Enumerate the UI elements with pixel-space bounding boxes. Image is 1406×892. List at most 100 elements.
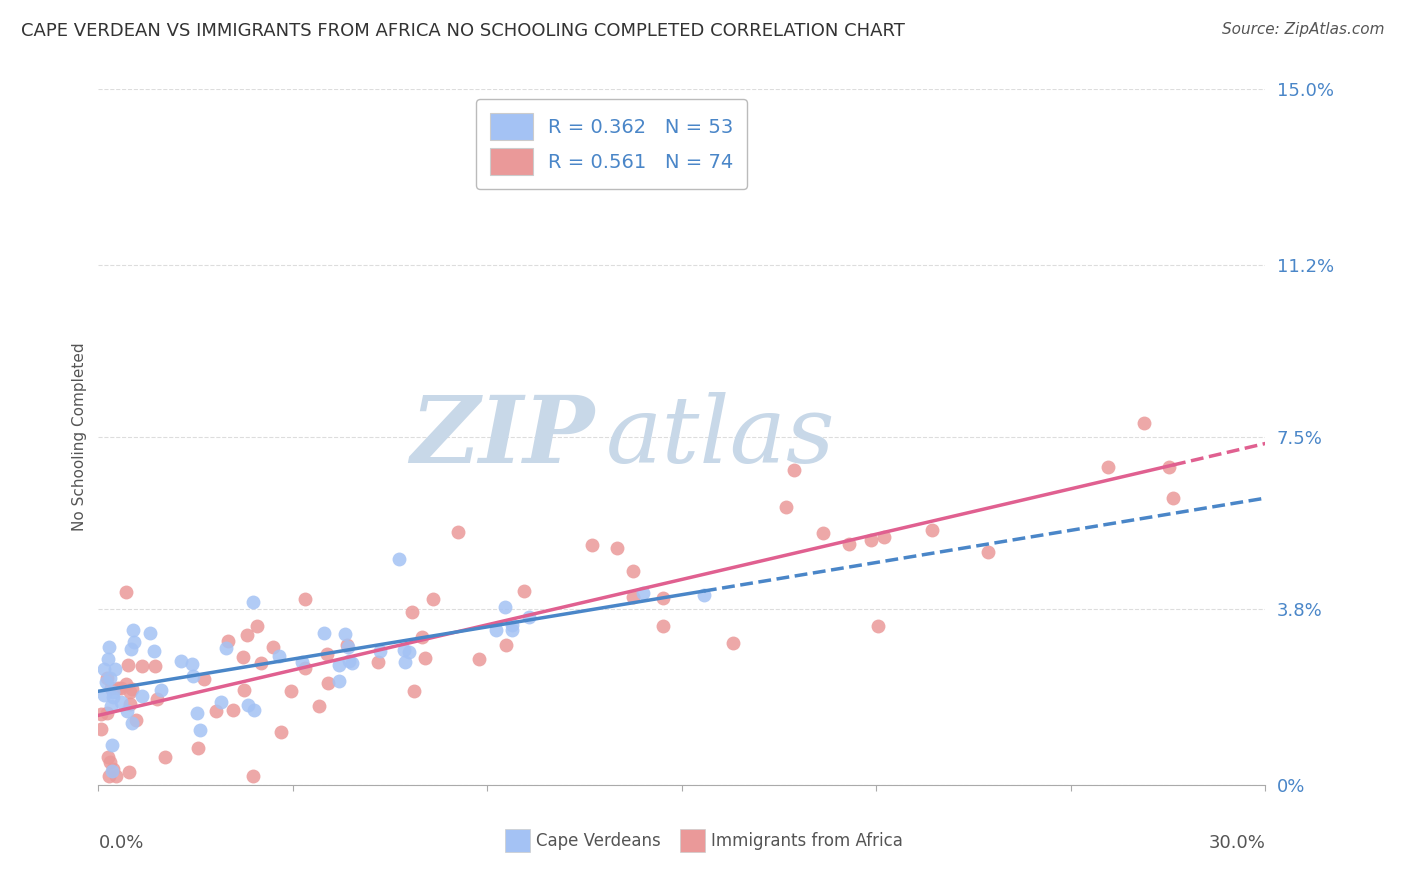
Point [402, 684, 425, 698]
Point [149, 683, 172, 698]
Point [328, 658, 350, 673]
Point [142, 644, 165, 658]
Point [104, 662, 127, 676]
Point [606, 541, 628, 555]
Point [98, 671, 121, 685]
Point [93, 689, 115, 703]
Point [233, 683, 256, 698]
Point [118, 765, 141, 780]
Point [513, 583, 536, 598]
Point [101, 690, 124, 705]
Point [468, 652, 491, 666]
Text: 0.0%: 0.0% [98, 834, 143, 852]
Point [1161, 491, 1184, 505]
Point [337, 640, 360, 655]
Point [921, 523, 943, 537]
Point [269, 649, 291, 664]
Point [90, 723, 112, 737]
Point [131, 658, 153, 673]
Point [291, 656, 314, 670]
Point [250, 657, 273, 671]
Point [312, 625, 335, 640]
Point [368, 644, 391, 658]
Point [124, 634, 146, 648]
Point [100, 681, 122, 695]
Point [308, 699, 330, 714]
Point [517, 610, 540, 624]
Point [652, 618, 675, 632]
Point [205, 705, 228, 719]
Point [337, 654, 360, 668]
Point [621, 564, 644, 578]
Point [104, 769, 127, 783]
Point [93, 662, 115, 676]
Point [243, 703, 266, 717]
Point [262, 640, 284, 654]
Point [838, 536, 860, 550]
Point [186, 706, 208, 721]
Point [246, 618, 269, 632]
Point [98, 755, 121, 769]
Point [110, 681, 132, 695]
Point [693, 588, 716, 602]
Point [96, 671, 118, 685]
Point [115, 677, 138, 691]
Point [398, 645, 420, 659]
Point [1159, 459, 1181, 474]
Point [115, 585, 138, 599]
Point [97, 640, 120, 654]
Point [494, 600, 516, 615]
Point [328, 674, 350, 689]
Point [868, 618, 890, 632]
Point [97, 769, 120, 783]
Point [100, 764, 122, 778]
Point [188, 723, 211, 737]
Point [651, 591, 673, 606]
Point [96, 675, 118, 690]
Point [811, 526, 834, 541]
Point [100, 699, 122, 714]
Point [721, 636, 744, 650]
Point [242, 769, 264, 783]
Point [401, 605, 423, 619]
Point [270, 725, 292, 739]
Point [101, 685, 124, 699]
Point [1097, 459, 1119, 474]
Point [294, 661, 316, 675]
Legend: R = 0.362   N = 53, R = 0.561   N = 74: R = 0.362 N = 53, R = 0.561 N = 74 [477, 99, 748, 189]
Text: atlas: atlas [606, 392, 835, 482]
Point [367, 655, 389, 669]
Point [783, 463, 806, 477]
Point [90, 707, 112, 722]
Point [294, 592, 316, 607]
Point [117, 705, 139, 719]
Point [143, 659, 166, 673]
Point [623, 590, 645, 604]
Point [872, 530, 894, 544]
Point [120, 642, 142, 657]
Point [501, 618, 523, 632]
Point [581, 538, 603, 552]
Point [340, 656, 363, 670]
Point [121, 681, 143, 696]
Text: 30.0%: 30.0% [1209, 834, 1265, 852]
Point [101, 738, 124, 752]
Point [222, 703, 245, 717]
Point [859, 533, 882, 548]
Point [97, 749, 120, 764]
Point [336, 638, 359, 652]
Point [316, 647, 339, 661]
Text: ZIP: ZIP [411, 392, 595, 482]
Point [976, 545, 998, 559]
Point [422, 592, 444, 607]
Point [117, 657, 139, 672]
Point [97, 652, 120, 666]
Point [236, 698, 259, 712]
Point [333, 627, 356, 641]
Text: Immigrants from Africa: Immigrants from Africa [711, 831, 903, 849]
Point [215, 640, 238, 655]
Point [280, 684, 302, 698]
Point [447, 524, 470, 539]
Point [631, 586, 654, 600]
Point [110, 695, 132, 709]
